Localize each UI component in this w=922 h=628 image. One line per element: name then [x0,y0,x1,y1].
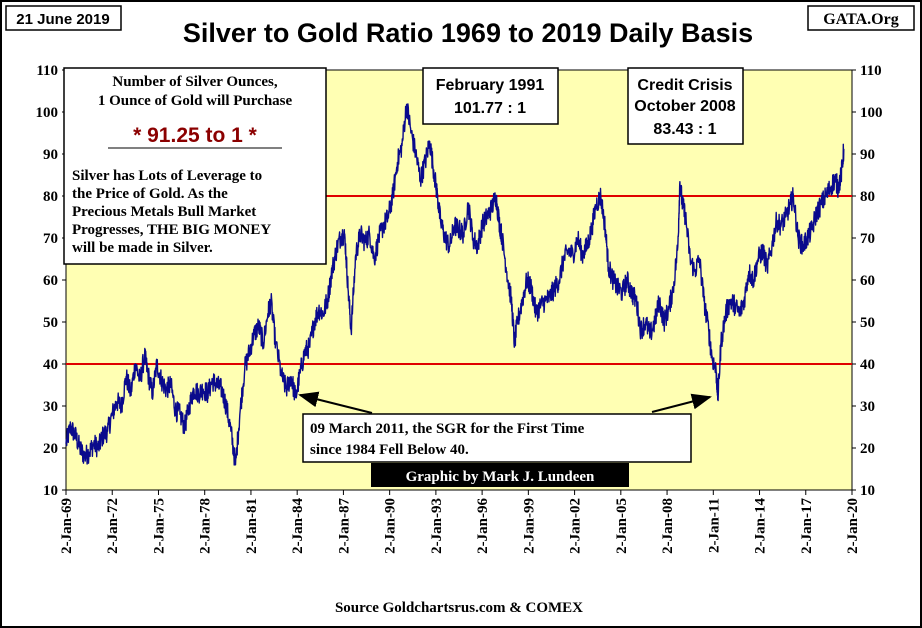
series-layer [65,103,845,466]
y-tick-right-label: 50 [860,315,875,331]
credit-crisis-line-3: 83.43 : 1 [653,121,716,138]
x-tick-label: 2-Jan-93 [429,498,445,554]
y-axis-right: 10 20 30 40 50 60 70 80 90 100 110 [860,63,883,499]
x-tick-label: 2-Jan-78 [198,498,214,554]
x-tick-label: 2-Jan-75 [151,498,167,554]
info-body-2: the Price of Gold. As the [72,186,228,202]
date-label: 21 June 2019 [16,11,109,28]
y-tick-left-label: 100 [36,105,59,121]
x-tick-label: 2-Jan-05 [614,498,630,554]
y-tick-left-label: 20 [43,441,58,457]
info-box [63,67,327,265]
x-tick-label: 2-Jan-99 [521,498,537,554]
feb1991-line-2: 101.77 : 1 [454,100,526,117]
info-body-5: will be made in Silver. [72,240,213,256]
y-axis-left: 10 20 30 40 50 60 70 80 90 100 110 [36,63,59,499]
y-tick-left-label: 80 [43,189,58,205]
x-tick-label: 2-Jan-96 [475,498,491,554]
y-tick-right-label: 110 [860,63,882,79]
chart-title: Silver to Gold Ratio 1969 to 2019 Daily … [183,18,753,48]
x-tick-label: 2-Jan-02 [568,498,584,554]
info-line-2: 1 Ounce of Gold will Purchase [98,93,293,109]
footer-source: Source Goldchartsrus.com & COMEX [335,600,583,616]
y-tick-right-label: 20 [860,441,875,457]
march2011-line-1: 09 March 2011, the SGR for the First Tim… [310,421,585,437]
y-tick-right-label: 90 [860,147,875,163]
x-tick-label: 2-Jan-87 [336,498,352,554]
y-tick-right-label: 70 [860,231,875,247]
x-tick-label: 2-Jan-84 [290,498,306,554]
credit-box [371,463,629,487]
series-line [65,103,845,466]
march2011-line-2: since 1984 Fell Below 40. [310,442,469,458]
x-tick-label: 2-Jan-90 [383,498,399,554]
credit-crisis-box [627,67,744,145]
info-body-3: Precious Metals Bull Market [72,204,256,220]
y-tick-right-label: 40 [860,357,875,373]
credit-crisis-line-2: October 2008 [634,98,735,115]
x-tick-label: 2-Jan-11 [706,498,722,553]
x-tick-label: 2-Jan-81 [244,498,260,554]
y-tick-left-label: 30 [43,399,58,415]
x-tick-label: 2-Jan-72 [105,498,121,554]
y-tick-left-label: 40 [43,357,58,373]
info-line-1: Number of Silver Ounces, [112,74,278,90]
x-tick-label: 2-Jan-14 [753,498,769,554]
y-tick-left-label: 10 [43,483,58,499]
y-tick-right-label: 80 [860,189,875,205]
y-tick-right-label: 60 [860,273,875,289]
y-tick-left-label: 110 [36,63,58,79]
source-tag: GATA.Org [823,11,898,28]
x-tick-label: 2-Jan-20 [845,498,861,554]
y-tick-right-label: 10 [860,483,875,499]
y-tick-left-label: 90 [43,147,58,163]
feb1991-line-1: February 1991 [436,77,545,94]
y-tick-left-label: 50 [43,315,58,331]
x-tick-label: 2-Jan-08 [660,498,676,554]
info-body-1: Silver has Lots of Leverage to [72,168,262,184]
arrow-2011 [651,393,712,413]
march2011-box [302,413,692,463]
info-body-4: Progresses, THE BIG MONEY [72,222,271,238]
source-tag-box [807,5,915,31]
x-tick-label: 2-Jan-17 [799,498,815,554]
y-tick-left-label: 60 [43,273,58,289]
x-axis: 2-Jan-69 2-Jan-72 2-Jan-75 2-Jan-78 2-Jan-81… [59,498,861,554]
credit-crisis-line-1: Credit Crisis [637,77,732,94]
y-tick-left-label: 70 [43,231,58,247]
date-box [5,5,122,31]
arrow-1984 [298,391,373,414]
feb1991-box [422,67,559,125]
x-tick-label: 2-Jan-69 [59,498,75,554]
y-tick-right-label: 30 [860,399,875,415]
ratio-highlight: * 91.25 to 1 * [133,124,258,147]
grid [62,69,856,495]
y-tick-right-label: 100 [860,105,883,121]
credit-label: Graphic by Mark J. Lundeen [406,469,595,485]
